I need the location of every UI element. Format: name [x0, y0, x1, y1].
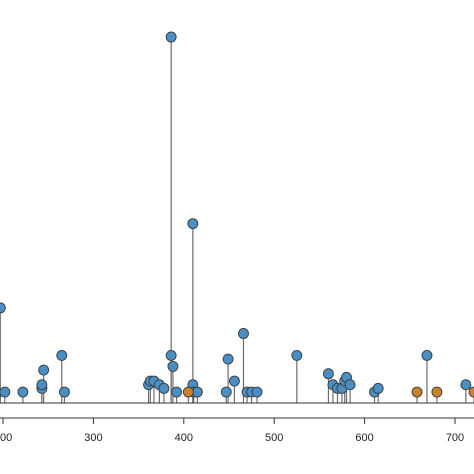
point-orange-2: [431, 386, 443, 398]
point-blue-1: [0, 302, 6, 314]
point-blue-40: [460, 379, 472, 391]
point-blue-5: [36, 379, 48, 391]
point-blue-14: [165, 349, 177, 361]
x-tick-label-200: 200: [0, 432, 12, 444]
point-orange-1: [411, 386, 423, 398]
point-blue-17: [171, 386, 183, 398]
point-blue-3: [17, 386, 29, 398]
point-blue-13: [158, 382, 170, 394]
point-blue-8: [59, 386, 70, 398]
stems-layer: [0, 37, 474, 403]
point-blue-28: [251, 386, 263, 398]
x-tick-label-700: 700: [446, 432, 464, 444]
point-blue-22: [220, 386, 232, 398]
point-blue-38: [372, 382, 384, 394]
point-blue-24: [228, 375, 240, 387]
point-orange-3: [468, 386, 474, 398]
point-blue-18: [187, 218, 199, 230]
point-blue-25: [238, 328, 249, 339]
point-blue-30: [322, 368, 334, 380]
point-blue-39: [421, 349, 433, 361]
point-blue-23: [222, 353, 234, 365]
x-tick-label-300: 300: [84, 432, 102, 444]
x-tick-label-400: 400: [175, 432, 193, 444]
point-orange-0: [182, 386, 194, 398]
point-blue-2: [0, 386, 11, 398]
point-blue-7: [56, 349, 68, 361]
point-blue-36: [344, 379, 356, 391]
x-tick-label-600: 600: [355, 432, 373, 444]
point-blue-16: [167, 360, 179, 372]
point-blue-29: [291, 349, 303, 361]
point-blue-15: [165, 31, 177, 43]
x-axis-ticks: 200 300 400 500 600 700: [0, 418, 464, 444]
x-tick-label-500: 500: [265, 432, 283, 444]
point-blue-6: [38, 364, 50, 376]
points-layer: [0, 31, 474, 400]
point-blue-21: [191, 386, 203, 398]
